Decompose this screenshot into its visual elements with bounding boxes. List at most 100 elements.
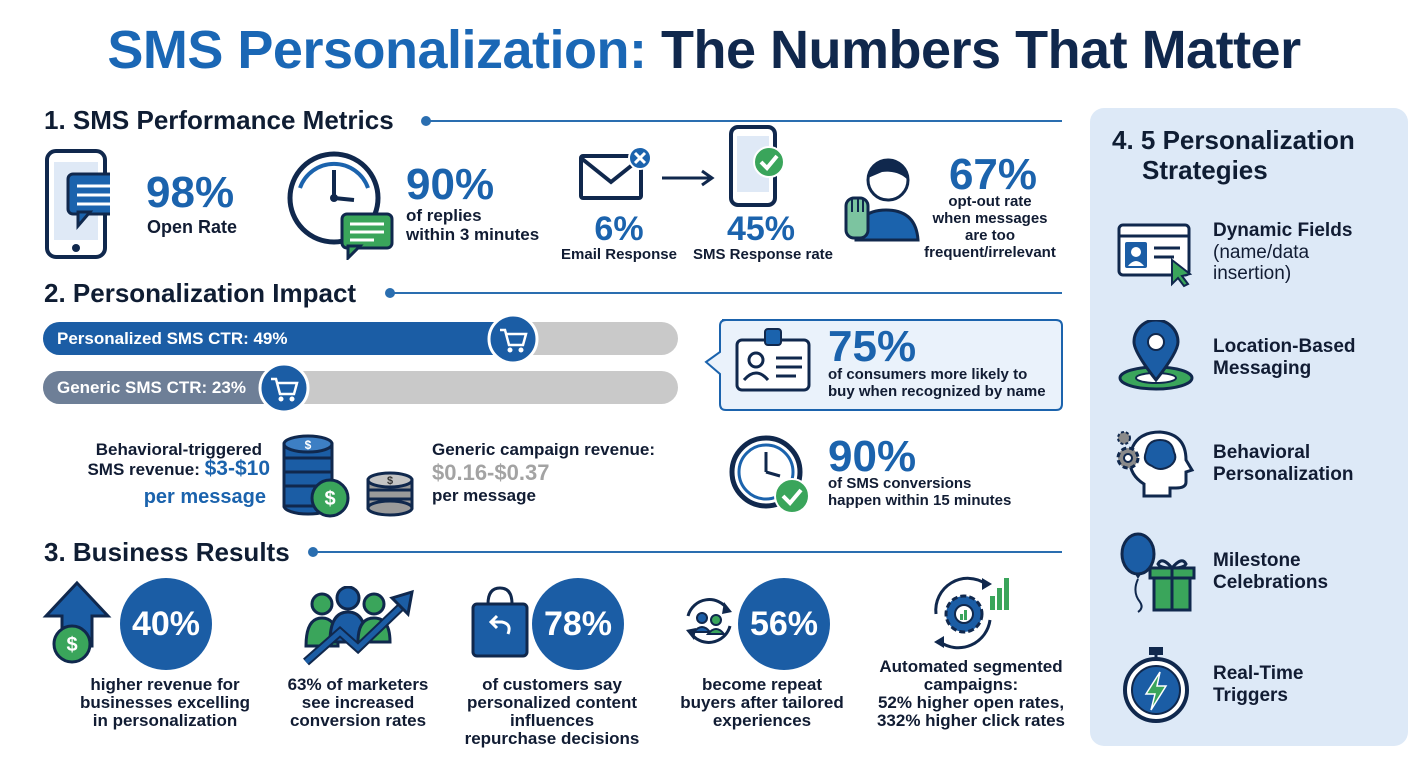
repeat-label-1: become repeat xyxy=(702,675,822,694)
personalized-ctr-bar: Personalized SMS CTR: 49% xyxy=(43,322,513,355)
arrow-up-dollar-icon: $ xyxy=(42,580,112,664)
person-stop-hand-icon xyxy=(844,158,920,242)
email-envelope-icon xyxy=(579,146,652,200)
behavioral-label-2a: SMS revenue: xyxy=(87,460,205,479)
dynamic-fields-icon xyxy=(1117,223,1193,288)
repeat-circle: 56% xyxy=(738,578,830,670)
sms-response-value: 45% xyxy=(726,210,796,248)
automated-label-3: 52% higher open rates, xyxy=(877,693,1065,712)
cart-icon xyxy=(258,362,310,414)
recognized-label-1: of consumers more likely to xyxy=(828,366,1028,383)
strategy-1-sub-2: insertion) xyxy=(1213,263,1292,284)
repeat-value: 56% xyxy=(749,604,819,643)
generic-ctr-bar: Generic SMS CTR: 23% xyxy=(43,371,283,404)
section-metrics-heading: 1. SMS Performance Metrics xyxy=(44,105,394,135)
optout-label-1: opt-out rate xyxy=(948,193,1032,210)
stopwatch-lightning-icon xyxy=(1123,647,1189,723)
repeat-customers-icon xyxy=(686,598,732,644)
conversions-label-1: of SMS conversions xyxy=(828,475,972,492)
recognized-label-2: buy when recognized by name xyxy=(828,383,1046,400)
personalized-ctr-track: Personalized SMS CTR: 49% xyxy=(43,322,678,355)
strategy-4-label-1: Milestone xyxy=(1213,550,1301,571)
section-divider-dot xyxy=(385,288,395,298)
coin-stacks-icon: $ $ $ xyxy=(282,434,414,518)
strategy-5-label-1: Real-Time xyxy=(1213,663,1304,684)
svg-text:$: $ xyxy=(305,438,312,452)
generic-revenue-label-1: Generic campaign revenue: xyxy=(432,440,655,459)
strategy-1-sub-1: (name/data xyxy=(1213,242,1310,263)
strategy-2-label-2: Messaging xyxy=(1213,358,1312,379)
replies-label-1: of replies xyxy=(406,206,482,225)
optout-label-2: when messages xyxy=(932,210,1048,227)
behavioral-label-3: per message xyxy=(143,486,266,508)
section-divider-dot xyxy=(421,116,431,126)
strategies-panel xyxy=(1090,108,1408,746)
behavioral-label-1: Behavioral-triggered xyxy=(95,440,262,459)
recognized-value: 75% xyxy=(828,322,917,371)
generic-revenue-value: $0.16-$0.37 xyxy=(432,460,550,485)
marketers-label-3: conversion rates xyxy=(289,711,427,730)
behavioral-revenue-value: $3-$10 xyxy=(204,457,270,480)
open-rate-label: Open Rate xyxy=(147,217,238,237)
id-badge-icon xyxy=(735,328,811,392)
strategy-2-label-1: Location-Based xyxy=(1213,336,1356,357)
strategies-heading-1: 4. 5 Personalization xyxy=(1112,125,1355,155)
balloon-gift-icon xyxy=(1120,532,1196,613)
open-rate-value: 98% xyxy=(146,168,235,217)
strategy-5-label-2: Triggers xyxy=(1213,685,1288,706)
shopping-bag-return-icon xyxy=(471,586,529,658)
section-divider xyxy=(317,551,1062,553)
automated-label-4: 332% higher click rates xyxy=(876,711,1066,730)
revenue-value: 40% xyxy=(131,604,201,643)
location-pin-icon xyxy=(1118,320,1194,391)
stopwatch-check-icon xyxy=(729,435,810,514)
brain-head-gear-icon xyxy=(1116,430,1195,498)
page-title: SMS Personalization: The Numbers That Ma… xyxy=(0,18,1408,82)
marketers-label-1: 63% of marketers xyxy=(287,675,429,694)
title-part1: SMS Personalization: xyxy=(107,20,647,80)
svg-text:$: $ xyxy=(324,488,335,510)
svg-text:$: $ xyxy=(387,475,393,487)
optout-label-4: frequent/irrelevant xyxy=(924,244,1056,261)
revenue-label-2: businesses excelling xyxy=(79,693,251,712)
customers-label-4: repurchase decisions xyxy=(464,729,640,748)
section-divider-dot xyxy=(308,547,318,557)
revenue-label-3: in personalization xyxy=(92,711,238,730)
phone-check-icon xyxy=(729,125,785,207)
section-divider xyxy=(394,292,1062,294)
customers-circle: 78% xyxy=(532,578,624,670)
strategies-heading-2: Strategies xyxy=(1142,155,1268,185)
section-divider xyxy=(430,120,1062,122)
strategy-3-label-1: Behavioral xyxy=(1213,442,1311,463)
generic-revenue-label-3: per message xyxy=(432,486,536,505)
repeat-label-2: buyers after tailored xyxy=(680,693,844,712)
replies-value: 90% xyxy=(406,160,495,209)
customers-label-3: influences xyxy=(509,711,595,730)
team-growth-arrow-icon xyxy=(303,586,414,666)
svg-text:$: $ xyxy=(66,634,77,656)
email-response-label: Email Response xyxy=(561,246,677,263)
strategy-3-label-2: Personalization xyxy=(1213,464,1354,485)
marketers-label-2: see increased xyxy=(301,693,415,712)
section-results-heading: 3. Business Results xyxy=(44,537,290,567)
revenue-circle: 40% xyxy=(120,578,212,670)
generic-ctr-track: Generic SMS CTR: 23% xyxy=(43,371,678,404)
email-response-value: 6% xyxy=(594,210,644,248)
behavioral-label-2: SMS revenue: $3-$10 xyxy=(60,457,270,480)
revenue-label-1: higher revenue for xyxy=(90,675,240,694)
personalized-ctr-label: Personalized SMS CTR: 49% xyxy=(57,328,288,348)
conversions-value: 90% xyxy=(828,432,917,481)
arrow-right-icon xyxy=(662,169,715,187)
conversions-label-2: happen within 15 minutes xyxy=(828,492,1012,509)
automated-label-2: campaigns: xyxy=(923,675,1019,694)
clock-chat-icon xyxy=(287,151,394,260)
optout-value: 67% xyxy=(948,150,1038,199)
customers-label-2: personalized content xyxy=(466,693,638,712)
replies-label-2: within 3 minutes xyxy=(406,225,540,244)
sms-response-label: SMS Response rate xyxy=(692,246,834,263)
customers-value: 78% xyxy=(543,604,613,643)
phone-chat-icon xyxy=(45,149,110,259)
optout-label-3: are too xyxy=(964,227,1015,244)
automation-gear-chart-icon xyxy=(934,576,1009,650)
title-part2: The Numbers That Matter xyxy=(661,20,1301,80)
